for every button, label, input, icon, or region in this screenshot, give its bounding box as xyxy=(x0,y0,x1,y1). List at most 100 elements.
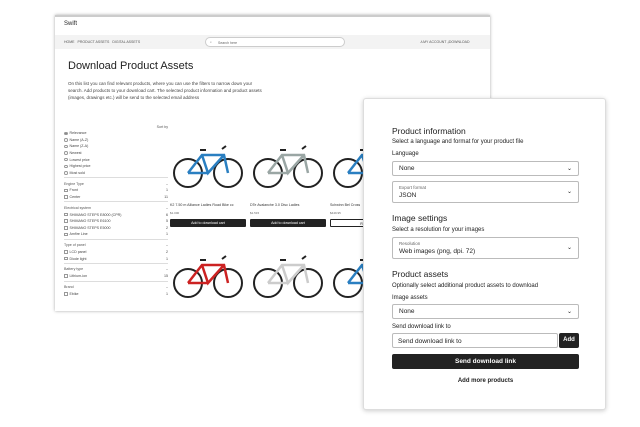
product-name[interactable]: DTe Avalanche 3.0 Disc Ladies xyxy=(250,203,300,207)
sort-option[interactable]: Name (A-Z) xyxy=(64,137,168,144)
divider xyxy=(64,177,168,179)
sort-option-label: Name (Z-A) xyxy=(69,144,89,149)
divider xyxy=(64,201,168,203)
add-to-cart-button[interactable]: Add to download cart xyxy=(250,219,326,227)
filter-count: 1 xyxy=(166,232,168,237)
bike-image xyxy=(173,255,243,298)
image-assets-select[interactable]: None ⌄ xyxy=(392,304,579,319)
export-format-select[interactable]: Export format JSON ⌄ xyxy=(392,181,579,203)
filter-option[interactable]: SHIMANO STEPS E5000 2 xyxy=(64,225,168,232)
nav-home[interactable]: HOME xyxy=(64,40,75,44)
sort-option[interactable]: Relevance xyxy=(64,130,168,137)
collapse-icon: – xyxy=(166,267,168,272)
add-email-button[interactable]: Add xyxy=(559,333,579,348)
chevron-down-icon: ⌄ xyxy=(566,166,572,172)
filter-count: 1 xyxy=(166,188,168,193)
chevron-down-icon: ⌄ xyxy=(566,309,572,315)
filter-option[interactable]: Diode light 1 xyxy=(64,255,168,262)
checkbox[interactable] xyxy=(64,250,68,254)
language-select[interactable]: None ⌄ xyxy=(392,161,579,176)
filter-count: 1 xyxy=(166,291,168,296)
product-price: $449.95 xyxy=(330,211,341,215)
filter-group-header[interactable]: Electrical system – xyxy=(64,205,168,210)
checkbox[interactable] xyxy=(64,195,68,199)
radio[interactable] xyxy=(64,151,68,155)
checkbox[interactable] xyxy=(64,212,68,217)
filter-option[interactable]: Center 11 xyxy=(64,194,168,201)
product-name[interactable]: Schwinn Bel Cross xyxy=(330,203,361,207)
product-card xyxy=(250,245,326,305)
product-assets-subtitle: Optionally select additional product ass… xyxy=(392,283,539,289)
download-link[interactable]: DOWNLOAD xyxy=(448,40,470,44)
download-settings-panel: Product information Select a language an… xyxy=(363,98,606,410)
filter-count: 1 xyxy=(166,256,168,261)
sort-option[interactable]: Most sold xyxy=(64,170,168,177)
filter-option-label: LCD panel xyxy=(69,250,87,255)
sort-option[interactable]: Highest price xyxy=(64,163,168,170)
radio[interactable] xyxy=(64,164,68,169)
filter-group-header[interactable]: Battery type – xyxy=(64,267,168,272)
language-value: None xyxy=(399,165,415,172)
filter-group-header[interactable]: Type of panel – xyxy=(64,243,168,248)
checkbox[interactable] xyxy=(64,274,68,278)
radio[interactable] xyxy=(64,144,68,149)
chevron-down-icon: ⌄ xyxy=(566,189,572,195)
filter-option-label: Lithium-ion xyxy=(69,274,88,279)
nav-product-assets[interactable]: PRODUCT ASSETS xyxy=(77,40,110,44)
filter-option[interactable]: Amfire Line 1 xyxy=(64,231,168,238)
send-download-link-button[interactable]: Send download link xyxy=(392,354,579,369)
image-assets-label: Image assets xyxy=(392,295,428,301)
image-settings-title: Image settings xyxy=(392,213,448,223)
filter-option[interactable]: Ebike 1 xyxy=(64,291,168,298)
sort-option[interactable]: Name (Z-A) xyxy=(64,143,168,150)
radio[interactable] xyxy=(64,138,68,142)
checkbox[interactable] xyxy=(64,226,68,230)
radio[interactable] xyxy=(64,157,68,162)
checkbox[interactable] xyxy=(64,292,68,296)
nav-digital-assets[interactable]: DIGITAL ASSETS xyxy=(112,40,141,44)
filter-group-header[interactable]: Brand – xyxy=(64,285,168,289)
filter-option-label: Diode light xyxy=(69,256,87,261)
filter-count: 11 xyxy=(164,195,168,200)
product-price: $1.515 xyxy=(250,211,260,215)
sort-by-label: Sort by xyxy=(156,124,168,129)
checkbox[interactable] xyxy=(64,219,68,223)
checkbox[interactable] xyxy=(64,188,68,193)
product-card xyxy=(170,245,246,305)
radio[interactable] xyxy=(64,131,68,136)
filter-sidebar: Sort by Relevance Name (A-Z) Name (Z-A) Newe… xyxy=(64,123,168,297)
product-info-subtitle: Select a language and format for your pr… xyxy=(392,139,524,145)
bike-image xyxy=(253,255,323,298)
collapse-icon: – xyxy=(166,243,168,248)
checkbox[interactable] xyxy=(64,256,68,261)
add-more-products-button[interactable]: Add more products xyxy=(457,378,514,384)
filter-count: 2 xyxy=(166,225,168,230)
sort-option[interactable]: Lowest price xyxy=(64,156,168,163)
filter-option[interactable]: Lithium-ion 15 xyxy=(64,273,168,280)
filter-option[interactable]: SHIMANO STEPS E8000 (CPR) 6 xyxy=(64,211,168,218)
sort-option-label: Highest price xyxy=(69,164,91,169)
image-settings-subtitle: Select a resolution for your images xyxy=(392,227,485,233)
add-to-cart-button[interactable]: Add to download cart xyxy=(170,219,246,227)
checkbox[interactable] xyxy=(64,232,68,237)
top-nav: HOME PRODUCT ASSETS DIGITAL ASSETS ⌕ Sear… xyxy=(55,35,490,49)
filter-group-header[interactable]: Engine Type – xyxy=(64,181,168,186)
filter-option[interactable]: LCD panel 2 xyxy=(64,249,168,256)
search-input[interactable]: ⌕ Search here xyxy=(205,37,345,47)
filter-option[interactable]: Front 1 xyxy=(64,187,168,194)
sort-option[interactable]: Newest xyxy=(64,150,168,157)
send-link-label: Send download link to xyxy=(392,324,451,330)
resolution-select[interactable]: Resolution Web images (png, dpi. 72) ⌄ xyxy=(392,237,579,259)
filter-count: 15 xyxy=(164,274,168,279)
download-icon: ⤓ xyxy=(447,40,449,44)
sort-option-label: Lowest price xyxy=(69,157,90,162)
email-input[interactable]: Send download link to xyxy=(392,333,558,348)
filter-option-label: SHIMANO STEPS E6100 xyxy=(69,219,111,224)
search-placeholder: Search here xyxy=(218,41,238,45)
my-account-link[interactable]: MY ACCOUNT xyxy=(423,40,447,44)
filter-option[interactable]: SHIMANO STEPS E6100 5 xyxy=(64,218,168,225)
filter-count: 6 xyxy=(166,212,168,217)
product-name[interactable]: K2 7.50 m Alliance Ladies Road Bike cc xyxy=(170,203,234,207)
divider xyxy=(64,262,168,264)
radio[interactable] xyxy=(64,171,68,175)
